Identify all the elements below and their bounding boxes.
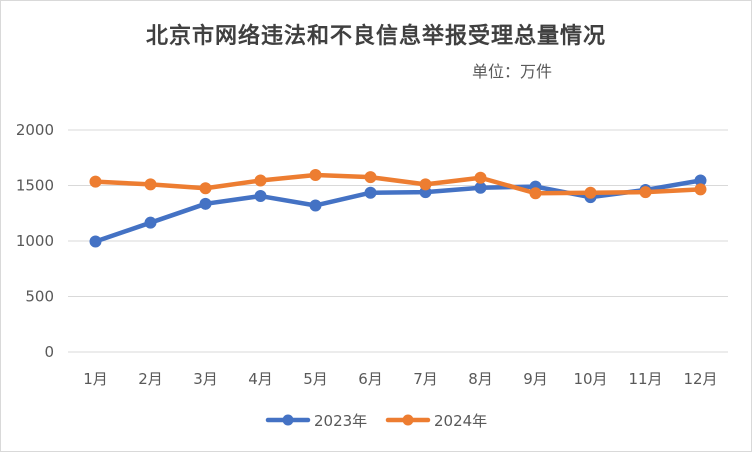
x-tick-label: 3月	[193, 370, 218, 388]
x-tick-label: 11月	[628, 370, 662, 388]
x-tick-label: 9月	[523, 370, 548, 388]
data-point	[254, 190, 267, 203]
data-point	[529, 187, 542, 200]
x-tick-label: 8月	[468, 370, 493, 388]
data-point	[199, 197, 212, 210]
legend-marker-1	[402, 414, 414, 426]
y-tick-label: 1500	[16, 177, 54, 195]
y-tick-label: 2000	[16, 121, 54, 139]
gridlines	[68, 129, 728, 353]
legend: 2023年 2024年	[265, 412, 487, 430]
x-tick-label: 12月	[683, 370, 717, 388]
data-point	[364, 186, 377, 199]
x-tick-label: 4月	[248, 370, 273, 388]
data-point	[89, 235, 102, 248]
x-tick-label: 2月	[138, 370, 163, 388]
data-point	[89, 175, 102, 188]
data-point	[309, 199, 322, 212]
data-point	[144, 216, 157, 229]
data-point	[309, 168, 322, 181]
unit-label: 单位：万件	[472, 62, 553, 81]
chart-title: 北京市网络违法和不良信息举报受理总量情况	[145, 23, 606, 49]
data-point	[419, 178, 432, 191]
x-tick-label: 6月	[358, 370, 383, 388]
x-axis-ticks: 1月 2月 3月 4月 5月 6月 7月 8月 9月 10月 11月 12月	[83, 370, 717, 388]
data-point	[474, 181, 487, 194]
x-tick-label: 1月	[83, 370, 108, 388]
y-axis-ticks: 0 500 1000 1500 2000	[16, 121, 54, 361]
x-tick-label: 7月	[413, 370, 438, 388]
data-point	[584, 186, 597, 199]
data-point	[639, 186, 652, 199]
x-tick-label: 10月	[573, 370, 607, 388]
data-point	[364, 171, 377, 184]
data-point	[474, 171, 487, 184]
series-line-0	[93, 178, 703, 244]
legend-label-1: 2024年	[434, 412, 487, 430]
data-point	[694, 183, 707, 196]
data-point	[254, 174, 267, 187]
series-line-1	[93, 172, 703, 196]
y-tick-label: 0	[44, 343, 54, 361]
y-tick-label: 500	[25, 288, 54, 306]
series-lines	[89, 168, 707, 248]
data-point	[199, 182, 212, 195]
y-tick-label: 1000	[16, 232, 54, 250]
x-tick-label: 5月	[303, 370, 328, 388]
legend-label-0: 2023年	[314, 412, 367, 430]
data-point	[144, 178, 157, 191]
legend-marker-0	[282, 414, 294, 426]
